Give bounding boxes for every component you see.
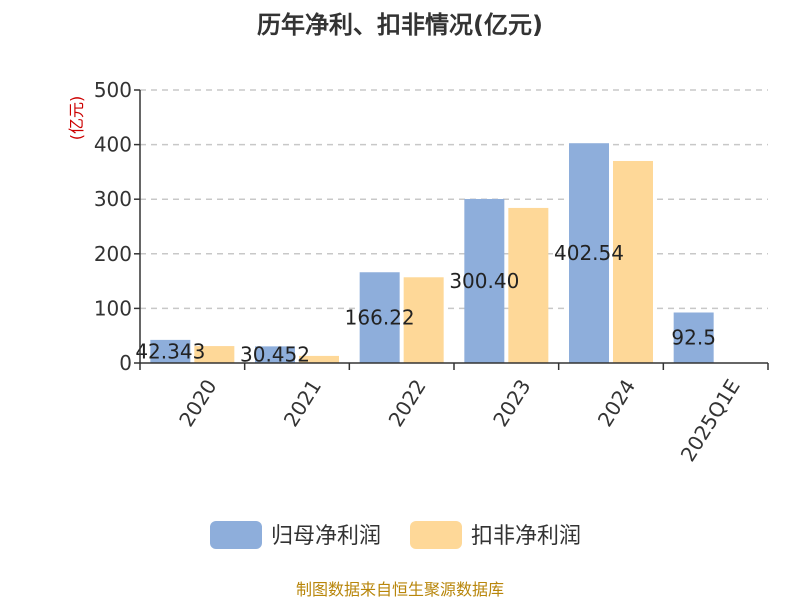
axes [134, 89, 769, 370]
bar-1-2020 [150, 339, 191, 363]
x-tick-label-2021: 2021 [279, 375, 326, 431]
bar-2-2024 [613, 160, 653, 363]
legend-item-series-2[interactable]: 扣非净利润 [410, 521, 581, 549]
y-tick-label-400: 400 [94, 133, 132, 157]
y-tick-label-300: 300 [94, 187, 132, 211]
y-tick-label-0: 0 [119, 351, 132, 375]
legend-label-series-1: 归母净利润 [271, 524, 381, 549]
legend-item-series-1[interactable]: 归母净利润 [210, 521, 381, 549]
bar-2-2022 [403, 277, 444, 363]
data-label-2022: 166.22 [345, 306, 415, 330]
legend-label-series-2: 扣非净利润 [471, 524, 581, 549]
y-axis-unit: (亿元) [67, 96, 86, 141]
data-label-2020: 42.343 [135, 339, 205, 363]
bar-1-2022 [359, 272, 400, 363]
legend-swatch-series-1 [210, 521, 262, 549]
data-label-2023: 300.40 [449, 269, 519, 293]
y-tick-label-500: 500 [94, 78, 132, 102]
bar-2-2021 [299, 355, 339, 363]
source-footer: 制图数据来自恒生聚源数据库 [296, 580, 504, 599]
bar-1-2024 [569, 143, 609, 363]
x-tick-label-2025Q1E: 2025Q1E [676, 375, 745, 466]
x-tick-label-2024: 2024 [593, 375, 640, 431]
x-tick-label-2022: 2022 [383, 375, 430, 431]
legend-swatch-series-2 [410, 521, 462, 549]
x-tick-label-2020: 2020 [174, 375, 221, 431]
y-tick-label-200: 200 [94, 242, 132, 266]
bar-1-2021 [255, 346, 295, 363]
bar-1-2023 [464, 198, 505, 363]
data-label-2025Q1E: 92.5 [671, 326, 716, 350]
legend[interactable]: 归母净利润 扣非净利润 [210, 521, 581, 549]
grid-lines [140, 89, 768, 310]
bar-2-2023 [508, 207, 549, 363]
chart-title: 历年净利、扣非情况(亿元) [257, 11, 543, 39]
bar-1-2025Q1E [673, 312, 714, 363]
data-label-2024: 402.54 [554, 241, 624, 265]
bars [150, 143, 714, 363]
y-tick-label-100: 100 [94, 296, 132, 320]
x-tick-label-2023: 2023 [488, 375, 535, 431]
bar-2-2020 [194, 346, 235, 363]
